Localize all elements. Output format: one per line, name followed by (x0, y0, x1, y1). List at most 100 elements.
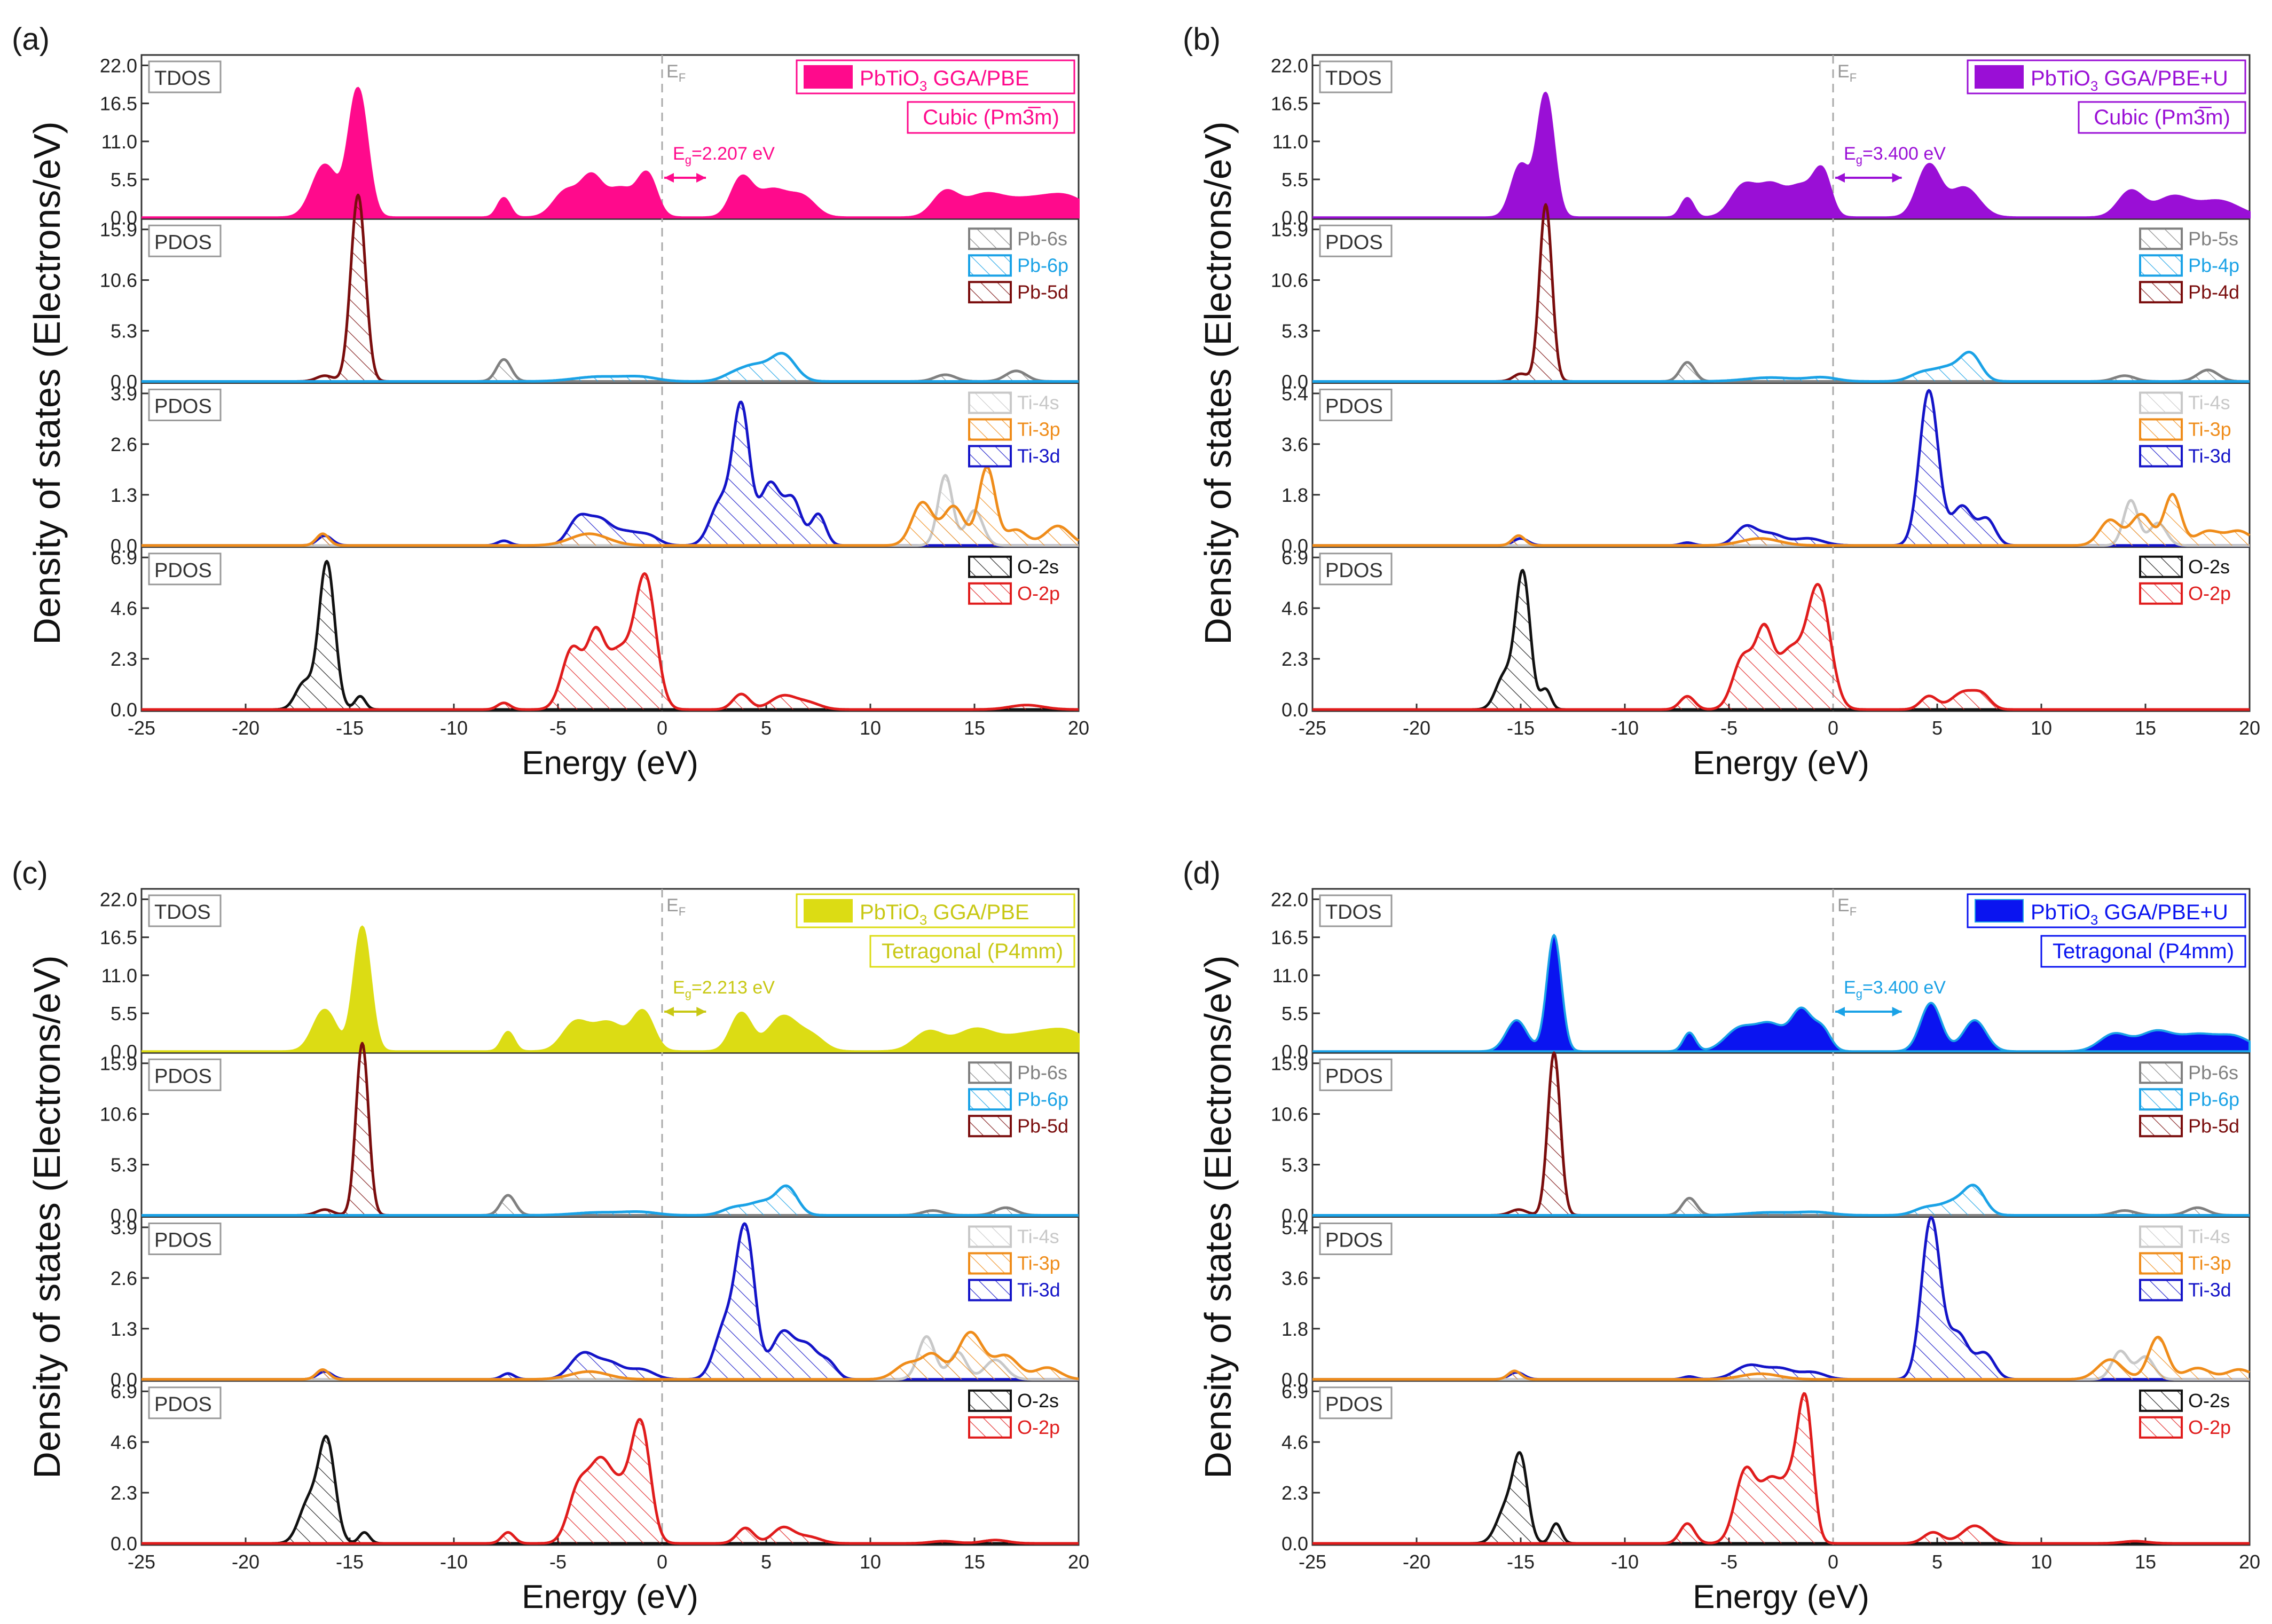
y-tick-label: 5.3 (111, 1154, 137, 1176)
row-tag: PDOS (1325, 1393, 1383, 1416)
y-tick-label: 0.0 (1282, 1533, 1308, 1555)
legend-swatch (968, 418, 1012, 441)
row-tag: PDOS (154, 1393, 212, 1416)
y-tick-label: 0.0 (1282, 207, 1308, 228)
y-tick-label: 6.9 (111, 1381, 137, 1402)
row-tag: PDOS (1325, 1065, 1383, 1087)
legend-swatch (2139, 1279, 2183, 1302)
x-tick-label: -20 (232, 1551, 260, 1573)
pdos-hatch (1312, 1393, 2250, 1543)
x-tick-label: -10 (1611, 1551, 1639, 1573)
pdos-hatch (141, 467, 1079, 546)
y-tick-label: 11.0 (1272, 965, 1308, 987)
row-tag-box (1319, 1223, 1393, 1255)
band-gap-label: Eg=3.400 eV (1844, 977, 1946, 1000)
row-tag-box (148, 389, 222, 421)
legend-swatch (968, 1416, 1012, 1439)
pdos-hatch (141, 1332, 1079, 1379)
gap-arrowhead-right (696, 173, 706, 183)
legend-label: Ti-3p (1017, 419, 1060, 440)
row-tag-box (148, 1386, 222, 1420)
pdos-curve (141, 352, 1079, 383)
x-tick-label: -5 (549, 1551, 567, 1573)
pdos-hatch (141, 1436, 1079, 1543)
legend-label: Pb-6p (1017, 254, 1068, 276)
legend-label: Pb-5d (1017, 1115, 1068, 1137)
y-tick-label: 16.5 (1271, 93, 1308, 115)
y-tick-label: 5.3 (1282, 320, 1308, 342)
x-tick-label: -20 (1403, 717, 1430, 739)
x-tick-label: -5 (549, 717, 567, 739)
legend-label: Ti-3p (1017, 1252, 1060, 1274)
x-tick-label: -15 (1507, 1551, 1535, 1573)
legend-swatch (968, 254, 1012, 277)
panel-label: (a) (12, 22, 50, 57)
x-tick-label: -20 (232, 717, 260, 739)
band-gap-label: Eg=3.400 eV (1844, 144, 1946, 167)
pdos-curve (141, 193, 1079, 383)
legend-swatch (968, 582, 1012, 605)
x-tick-label: 20 (1068, 1551, 1089, 1573)
pdos-hatch (1312, 584, 2250, 709)
row-tag: PDOS (154, 559, 212, 582)
y-tick-label: 15.9 (100, 1053, 137, 1075)
y-tick-label: 0.0 (1282, 371, 1308, 393)
tdos-area (141, 86, 1080, 219)
legend-label: Ti-3p (2188, 419, 2231, 440)
y-tick-label: 4.6 (111, 597, 137, 619)
x-tick-label: 5 (1932, 1551, 1943, 1573)
row-tag: PDOS (154, 396, 212, 418)
legend-label: Pb-4p (2188, 254, 2239, 276)
dos-panel-b: (b) Density of states (Electrons/eV) -25 -2… (1183, 22, 2260, 782)
x-tick-label: 15 (964, 1551, 985, 1573)
x-tick-label: 15 (964, 717, 985, 739)
y-tick-label: 5.3 (111, 320, 137, 342)
y-tick-label: 15.9 (1271, 1053, 1308, 1075)
y-tick-label: 22.0 (100, 54, 137, 76)
legend-label: O-2p (1017, 1416, 1060, 1438)
y-tick-label: 10.6 (100, 270, 137, 291)
row-tag-box (1319, 224, 1393, 257)
gap-arrowhead-left (1835, 1007, 1845, 1016)
x-axis-title: Energy (eV) (522, 1579, 698, 1615)
row-tag-box (1319, 1386, 1393, 1420)
row-tag: PDOS (154, 1229, 212, 1252)
y-axis-title: Density of states (Electrons/eV) (1197, 121, 1239, 644)
legend-label: Ti-3p (2188, 1252, 2231, 1274)
pdos-hatch (1312, 1217, 2250, 1379)
x-axis-title: Energy (eV) (522, 745, 698, 782)
row-tag: PDOS (1325, 1229, 1383, 1252)
row-tag: TDOS (1325, 67, 1382, 90)
row-tag-box (1319, 60, 1393, 93)
y-tick-label: 5.4 (1282, 383, 1308, 405)
legend-label: Ti-4s (2188, 392, 2230, 414)
y-tick-label: 0.0 (111, 207, 137, 228)
x-tick-label: 10 (860, 1551, 881, 1573)
x-tick-label: 0 (657, 717, 667, 739)
x-tick-label: -10 (1611, 717, 1639, 739)
legend-label: Ti-4s (1017, 1226, 1059, 1248)
y-tick-label: 0.0 (111, 535, 137, 557)
legend-swatch (968, 555, 1012, 578)
pdos-hatch (141, 195, 1079, 382)
structure-legend (869, 935, 1075, 968)
y-axis-title: Density of states (Electrons/eV) (26, 121, 68, 644)
y-tick-label: 22.0 (100, 888, 137, 910)
panel-label: (c) (12, 856, 48, 890)
legend-label: Pb-5d (1017, 281, 1068, 303)
y-tick-label: 10.6 (100, 1103, 137, 1125)
fermi-label: EF (666, 61, 686, 84)
panel-label: (b) (1183, 22, 1221, 57)
pdos-curve (141, 1184, 1079, 1217)
pdos-curve (1312, 493, 2251, 547)
x-axis-title: Energy (eV) (1693, 745, 1869, 782)
legend-swatch (2139, 1225, 2183, 1248)
x-tick-label: 15 (2135, 1551, 2156, 1573)
structure-label: Cubic (Pm3̅m) (2094, 106, 2230, 129)
y-tick-label: 5.3 (1282, 1154, 1308, 1176)
legend-swatch (2139, 582, 2183, 605)
y-tick-label: 6.9 (1282, 547, 1308, 569)
legend-swatch (2139, 281, 2183, 304)
legend-swatch (968, 1061, 1012, 1084)
row-tag: PDOS (1325, 396, 1383, 418)
